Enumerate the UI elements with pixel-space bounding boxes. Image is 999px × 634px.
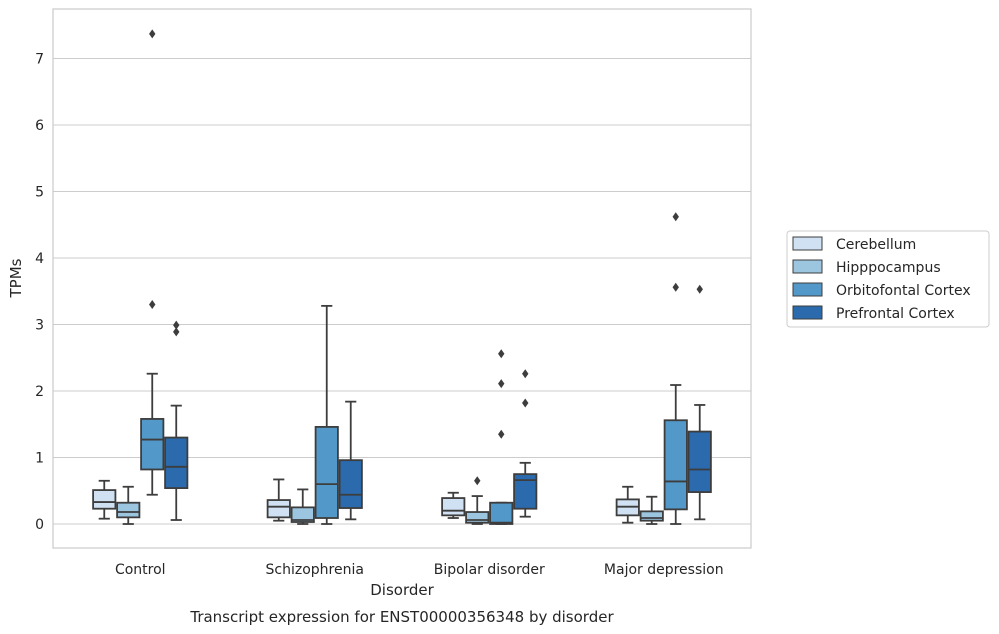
outlier-point (498, 349, 505, 359)
y-axis-label: TPMs (7, 258, 25, 298)
box-iqr (663, 419, 688, 511)
plot-frame (52, 8, 752, 549)
box-orbitofontal-cortex-1 (314, 304, 339, 525)
plot-boxes (92, 29, 712, 525)
y-tick-label-3: 3 (35, 318, 44, 334)
box-iqr (465, 511, 490, 524)
legend-swatch-prefrontal-cortex (792, 305, 823, 320)
x-tick-label-major-depression: Major depression (604, 562, 724, 578)
box-iqr (266, 499, 291, 519)
box-iqr (290, 506, 315, 523)
box-cerebellum-2 (441, 491, 466, 519)
box-iqr (314, 426, 339, 519)
legend-label-cerebellum: Cerebellum (836, 237, 916, 253)
y-tick-label-6: 6 (35, 118, 44, 134)
outlier-point (522, 369, 529, 379)
x-tick-label-schizophrenia: Schizophrenia (266, 562, 364, 578)
outlier-point (149, 300, 156, 310)
legend-swatch-orbitofontal-cortex (792, 282, 823, 297)
outlier-point (173, 327, 180, 337)
box-hipppocampus-3 (639, 495, 664, 525)
box-iqr (441, 497, 466, 517)
box-iqr (489, 501, 514, 525)
legend-swatch-hipppocampus (792, 259, 823, 274)
box-iqr (639, 510, 664, 522)
x-tick-label-control: Control (115, 562, 166, 578)
box-iqr (513, 473, 538, 510)
legend-swatch-cerebellum (792, 236, 823, 251)
box-orbitofontal-cortex-2 (489, 349, 514, 525)
outlier-point (672, 282, 679, 292)
box-hipppocampus-0 (116, 485, 141, 525)
legend-label-orbitofontal-cortex: Orbitofontal Cortex (836, 283, 971, 299)
legend: Cerebellum Hipppocampus Orbitofontal Corte… (786, 230, 990, 328)
legend-label-hipppocampus: Hipppocampus (836, 260, 941, 276)
outlier-point (498, 429, 505, 439)
box-cerebellum-3 (615, 485, 640, 524)
box-prefrontal-cortex-1 (338, 400, 363, 521)
box-iqr (338, 459, 363, 509)
box-orbitofontal-cortex-0 (140, 29, 165, 496)
outlier-point (672, 212, 679, 222)
y-tick-label-2: 2 (35, 384, 44, 400)
box-prefrontal-cortex-0 (164, 320, 189, 521)
outlier-point (474, 476, 481, 486)
outlier-point (149, 29, 156, 39)
y-tick-label-4: 4 (35, 251, 44, 267)
box-prefrontal-cortex-2 (513, 369, 538, 518)
outlier-point (498, 379, 505, 389)
outlier-point (522, 398, 529, 408)
box-iqr (140, 418, 165, 471)
chart-caption: Transcript expression for ENST0000035634… (189, 608, 614, 626)
box-iqr (164, 436, 189, 489)
legend-frame (786, 230, 990, 328)
box-cerebellum-0 (92, 479, 117, 520)
outlier-point (173, 320, 180, 330)
legend-label-prefrontal-cortex: Prefrontal Cortex (836, 306, 955, 322)
box-iqr (116, 501, 141, 519)
y-tick-label-0: 0 (35, 517, 44, 533)
x-tick-label-bipolar-disorder: Bipolar disorder (434, 562, 545, 578)
box-iqr (687, 430, 712, 493)
y-tick-label-7: 7 (35, 52, 44, 68)
box-cerebellum-1 (266, 478, 291, 522)
box-hipppocampus-1 (290, 488, 315, 525)
y-tick-label-5: 5 (35, 185, 44, 201)
y-tick-labels: 0 1 2 3 4 5 6 7 (35, 52, 44, 534)
x-tick-labels: Control Schizophrenia Bipolar disorder Majo… (115, 562, 724, 578)
box-prefrontal-cortex-3 (687, 284, 712, 521)
box-orbitofontal-cortex-3 (663, 212, 688, 525)
x-axis-label: Disorder (370, 581, 434, 599)
outlier-point (696, 284, 703, 294)
box-iqr (92, 489, 117, 510)
box-hipppocampus-2 (465, 476, 490, 525)
y-tick-label-1: 1 (35, 451, 44, 467)
